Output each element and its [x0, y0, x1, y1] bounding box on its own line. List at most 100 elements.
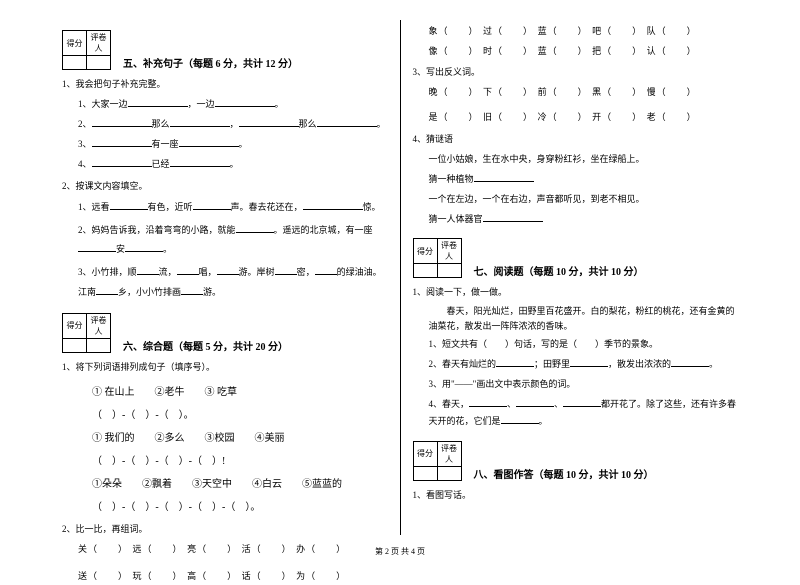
text: 流， [159, 267, 177, 277]
text: 。 [275, 99, 284, 109]
q5-1-stem: 1、我会把句子补充完整。 [62, 76, 388, 92]
pair: 认（ ） [647, 46, 697, 56]
score-table: 得分评卷人 [413, 238, 462, 278]
rc1-r2: 像（ ） 时（ ） 蓝（ ） 把（ ） 认（ ） [429, 43, 739, 60]
pair: 老（ ） [647, 112, 697, 122]
pair: 过（ ） [483, 26, 529, 36]
q7-i3: 3、用"——"画出文中表示颜色的词。 [429, 376, 739, 393]
pair: 话（ ） [242, 571, 288, 581]
opt: ②多么 [155, 433, 185, 444]
text: ，散发出浓浓的 [608, 359, 671, 369]
right-column: 象（ ） 过（ ） 蓝（ ） 吧（ ） 队（ ） 像（ ） 时（ ） 蓝（ ） … [401, 20, 751, 535]
text: 猜一种植物 [429, 174, 474, 184]
q6-1-a1: （ ）-（ ）-（ ）。 [92, 406, 388, 421]
section-5-title: 五、补充句子（每题 6 分，共计 12 分） [123, 55, 298, 70]
text: 乡，小小竹排画 [118, 287, 181, 297]
rc2-r2: 是（ ） 旧（ ） 冷（ ） 开（ ） 老（ ） [429, 109, 739, 126]
section-8-header: 得分评卷人 八、看图作答（每题 10 分，共计 10 分） [413, 441, 739, 481]
reviewer-blank [87, 338, 111, 352]
q6-1-stem: 1、将下列词语排列成句子（填序号）。 [62, 359, 388, 375]
q6-1-g1: ① 在山上 ②老牛 ③ 吃草 [92, 383, 388, 398]
opt: ②老牛 [155, 387, 185, 398]
opt: ① 在山上 [92, 387, 135, 398]
reviewer-cell: 评卷人 [87, 31, 111, 56]
q5-2-l2: 2、妈妈告诉我，沿着弯弯的小路，就能。遥远的北京城，有一座安。 [78, 221, 388, 261]
q5-1-l2: 2、那么，那么。 [78, 116, 388, 133]
rc3-l2: 猜一种植物 [429, 171, 739, 188]
text: 1、大家一边 [78, 99, 128, 109]
q6-1-a2: （ ）-（ ）-（ ）-（ ）! [92, 452, 388, 467]
score-cell: 得分 [413, 441, 437, 466]
text: 、 [507, 399, 516, 409]
section-6-title: 六、综合题（每题 5 分，共计 20 分） [123, 338, 288, 353]
q8-stem: 1、看图写话。 [413, 487, 739, 503]
section-7-title: 七、阅读题（每题 10 分，共计 10 分） [474, 263, 644, 278]
q7-i1: 1、短文共有（ ）句话，写的是（ ）季节的景象。 [429, 336, 739, 353]
opt: ④美丽 [255, 433, 285, 444]
opt: ③天空中 [192, 479, 232, 490]
page-footer: 第 2 页 共 4 页 [0, 546, 800, 557]
score-blank [63, 338, 87, 352]
q7-i4: 4、春天，、、都开花了。除了这些，还有许多春天开的花，它们是。 [429, 396, 739, 430]
pair: 高（ ） [187, 571, 233, 581]
rc1-r1: 象（ ） 过（ ） 蓝（ ） 吧（ ） 队（ ） [429, 23, 739, 40]
text: 有色，近听 [148, 202, 193, 212]
text: 2、 [78, 119, 92, 129]
text: 、 [554, 399, 563, 409]
opt: ① 我们的 [92, 433, 135, 444]
text: 3、 [78, 139, 92, 149]
pair: 把（ ） [592, 46, 638, 56]
opt: ②飘着 [142, 479, 172, 490]
section-7-header: 得分评卷人 七、阅读题（每题 10 分，共计 10 分） [413, 238, 739, 278]
score-blank [413, 466, 437, 480]
q5-2-l3: 3、小竹排，顺流，唱，游。岸树密，的绿油油。江南乡，小小竹排画游。 [78, 263, 388, 303]
text: 声。春去花还在， [231, 202, 303, 212]
q6-1-g2: ① 我们的 ②多么 ③校园 ④美丽 [92, 429, 388, 444]
pair: 像（ ） [429, 46, 475, 56]
rc2-r1: 晚（ ） 下（ ） 前（ ） 黑（ ） 慢（ ） [429, 84, 739, 101]
score-cell: 得分 [63, 313, 87, 338]
reviewer-blank [437, 264, 461, 278]
text: 3、小竹排，顺 [78, 267, 137, 277]
rc3-stem: 4、猜谜语 [413, 131, 739, 147]
rc3-l3: 一个在左边，一个在右边，声音都听见，到老不相见。 [429, 191, 739, 208]
section-8-title: 八、看图作答（每题 10 分，共计 10 分） [474, 466, 654, 481]
rc2-stem: 3、写出反义词。 [413, 64, 739, 80]
rc3-l4: 猜一人体器官 [429, 211, 739, 228]
opt: ④白云 [252, 479, 282, 490]
pair: 慢（ ） [647, 87, 697, 97]
q5-1-l1: 1、大家一边 ，一边 。 [78, 96, 388, 113]
pair: 队（ ） [647, 26, 697, 36]
section-6-header: 得分评卷人 六、综合题（每题 5 分，共计 20 分） [62, 313, 388, 353]
text: 猜一人体器官 [429, 214, 483, 224]
score-blank [63, 56, 87, 70]
pair: 旧（ ） [483, 112, 529, 122]
left-column: 得分评卷人 五、补充句子（每题 6 分，共计 12 分） 1、我会把句子补充完整… [50, 20, 400, 535]
text: ， [230, 119, 239, 129]
pair: 蓝（ ） [538, 26, 584, 36]
pair: 时（ ） [483, 46, 529, 56]
text: ，一边 [188, 99, 215, 109]
score-table: 得分评卷人 [62, 313, 111, 353]
pair: 蓝（ ） [538, 46, 584, 56]
text: 。 [539, 416, 548, 426]
q5-2-stem: 2、按课文内容填空。 [62, 178, 388, 194]
pair: 为（ ） [296, 571, 346, 581]
text: 已经 [152, 159, 170, 169]
pair: 开（ ） [592, 112, 638, 122]
q5-1-l3: 3、有一座。 [78, 136, 388, 153]
q7-p1: 春天，阳光灿烂，田野里百花盛开。白的梨花，粉红的桃花，还有金黄的油菜花，散发出一… [429, 304, 739, 333]
text: ；田野里 [534, 359, 570, 369]
opt: ①朵朵 [92, 479, 122, 490]
section-5-header: 得分评卷人 五、补充句子（每题 6 分，共计 12 分） [62, 30, 388, 70]
q5-2-l1: 1、远看有色，近听声。春去花还在，惊。 [78, 198, 388, 218]
pair: 玩（ ） [133, 571, 179, 581]
q6-1-a3: （ ）-（ ）-（ ）-（ ）-（ ）。 [92, 498, 388, 513]
text: 那么 [299, 119, 317, 129]
rc3-l1: 一位小姑娘，生在水中央，身穿粉红衫，坐在绿船上。 [429, 151, 739, 168]
score-table: 得分评卷人 [413, 441, 462, 481]
pair: 下（ ） [483, 87, 529, 97]
text: 。 [377, 119, 386, 129]
text: 有一座 [152, 139, 179, 149]
score-cell: 得分 [63, 31, 87, 56]
